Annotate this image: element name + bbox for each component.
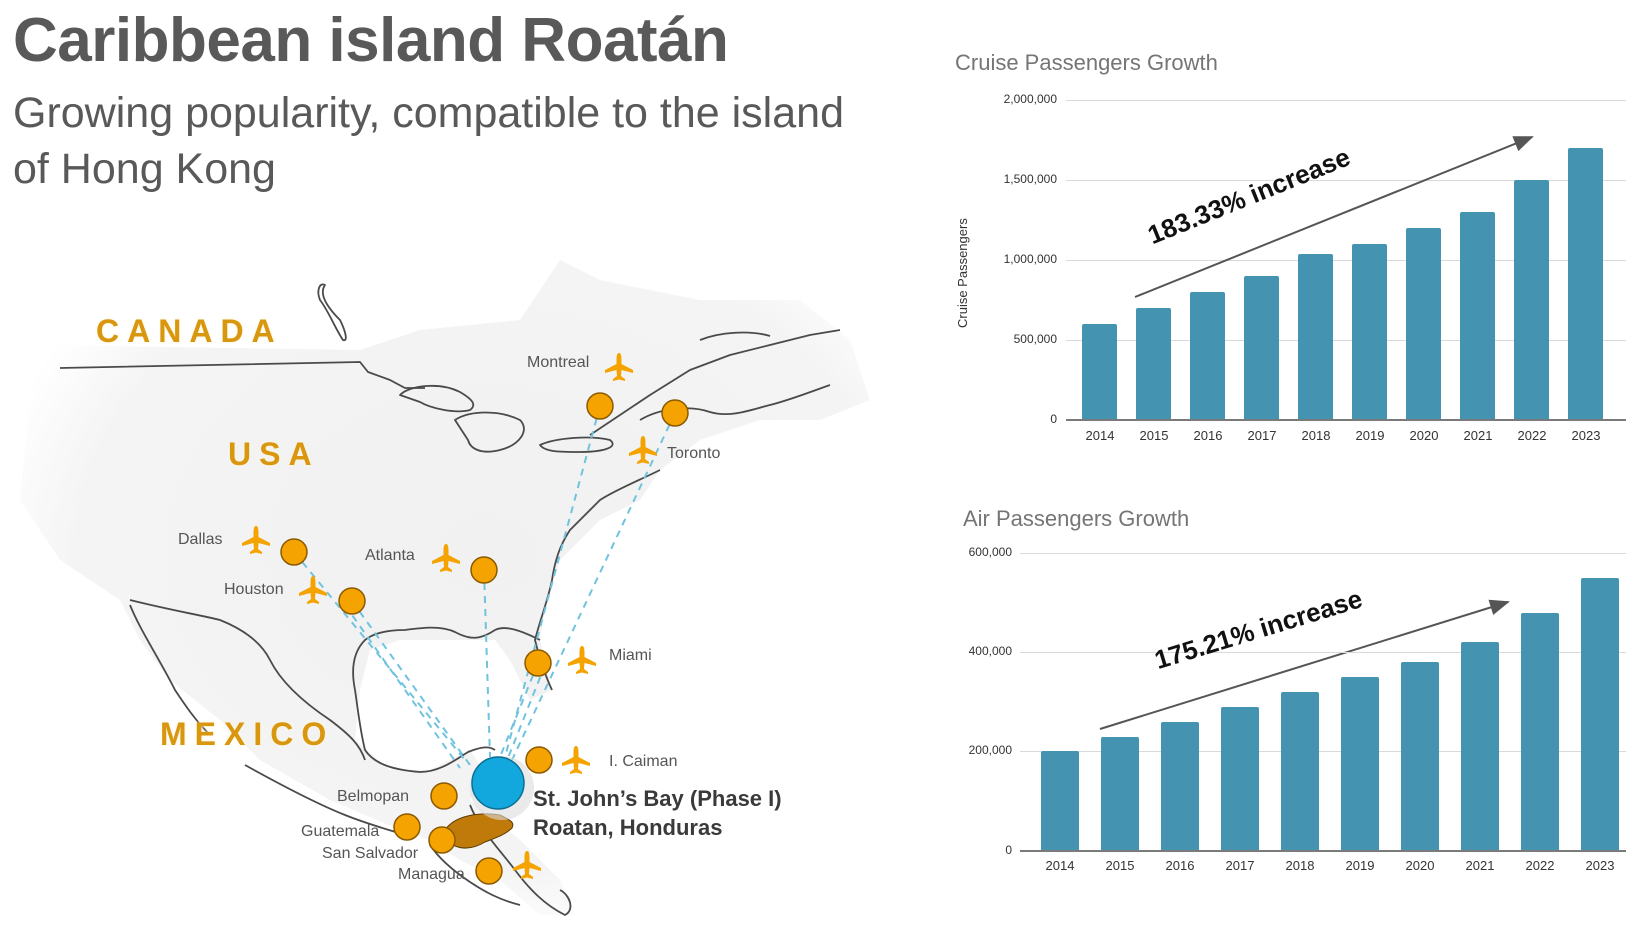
gridline xyxy=(1066,100,1626,101)
marker-toronto xyxy=(661,399,689,427)
bar-2016 xyxy=(1190,292,1225,420)
marker-san-salvador xyxy=(428,826,456,854)
city-label-miami: Miami xyxy=(609,647,652,664)
y-tick: 2,000,000 xyxy=(1003,92,1057,106)
bar-2014 xyxy=(1041,751,1079,851)
bar-2014 xyxy=(1082,324,1117,420)
y-tick: 1,000,000 xyxy=(1003,252,1057,266)
bar-2020 xyxy=(1401,662,1439,851)
bar-2020 xyxy=(1406,228,1441,420)
x-axis xyxy=(1066,419,1626,421)
x-tick: 2015 xyxy=(1139,428,1169,443)
y-tick: 600,000 xyxy=(968,545,1012,559)
country-label-canada: CANADA xyxy=(96,313,283,349)
city-label-houston: Houston xyxy=(224,581,284,598)
hub-label: St. John’s Bay (Phase I) Roatan, Hondura… xyxy=(533,784,782,842)
gridline xyxy=(1020,652,1626,653)
y-tick: 0 xyxy=(1005,843,1012,857)
x-tick: 2016 xyxy=(1165,858,1195,873)
x-tick: 2018 xyxy=(1301,428,1331,443)
x-tick: 2021 xyxy=(1465,858,1495,873)
x-tick: 2022 xyxy=(1517,428,1547,443)
bar-2021 xyxy=(1461,642,1499,851)
chart-title: Air Passengers Growth xyxy=(963,506,1190,531)
marker-miami xyxy=(524,649,552,677)
y-tick: 400,000 xyxy=(968,644,1012,658)
marker-belmopan xyxy=(430,782,458,810)
x-tick: 2020 xyxy=(1409,428,1439,443)
chart-title: Cruise Passengers Growth xyxy=(955,50,1218,75)
city-label-i-caiman: I. Caiman xyxy=(609,753,678,770)
x-tick: 2023 xyxy=(1585,858,1615,873)
bar-2018 xyxy=(1298,254,1333,420)
x-tick: 2022 xyxy=(1525,858,1555,873)
gridline xyxy=(1020,553,1626,554)
page-title: Caribbean island Roatán xyxy=(13,6,729,75)
x-tick: 2015 xyxy=(1105,858,1135,873)
bar-2018 xyxy=(1281,692,1319,851)
city-label-belmopan: Belmopan xyxy=(337,788,410,805)
bar-2019 xyxy=(1341,677,1379,851)
marker-guatemala xyxy=(393,813,421,841)
marker-i-caiman xyxy=(525,746,553,774)
y-tick: 200,000 xyxy=(968,743,1012,757)
x-tick: 2017 xyxy=(1247,428,1277,443)
city-label-montreal: Montreal xyxy=(527,354,590,371)
bar-2015 xyxy=(1101,737,1139,851)
x-tick: 2019 xyxy=(1345,858,1375,873)
marker-managua xyxy=(475,857,503,885)
bar-2023 xyxy=(1581,578,1619,851)
map-graphic xyxy=(20,260,870,916)
x-tick: 2019 xyxy=(1355,428,1385,443)
y-tick: 0 xyxy=(1050,412,1057,426)
bar-2022 xyxy=(1514,180,1549,420)
hub-marker xyxy=(471,756,525,810)
bar-2022 xyxy=(1521,613,1559,851)
hub-label-line1: St. John’s Bay (Phase I) xyxy=(533,786,782,811)
x-tick: 2017 xyxy=(1225,858,1255,873)
y-tick: 500,000 xyxy=(1013,332,1057,346)
x-axis xyxy=(1020,850,1626,852)
hub-label-line2: Roatan, Honduras xyxy=(533,815,723,840)
x-tick: 2020 xyxy=(1405,858,1435,873)
country-label-mexico: MEXICO xyxy=(160,716,335,752)
city-label-san-salvador: San Salvador xyxy=(322,845,419,862)
gridline xyxy=(1066,260,1626,261)
bar-2017 xyxy=(1221,707,1259,851)
marker-houston xyxy=(338,587,366,615)
x-tick: 2014 xyxy=(1085,428,1115,443)
city-label-dallas: Dallas xyxy=(178,531,223,548)
gridline xyxy=(1066,180,1626,181)
x-tick: 2021 xyxy=(1463,428,1493,443)
bar-2015 xyxy=(1136,308,1171,420)
marker-dallas xyxy=(280,538,308,566)
route-map: CANADA USA MEXICO Montreal Toronto Dalla… xyxy=(0,200,900,944)
bar-2021 xyxy=(1460,212,1495,420)
x-tick: 2016 xyxy=(1193,428,1223,443)
bar-2023 xyxy=(1568,148,1603,420)
bar-2016 xyxy=(1161,722,1199,851)
bar-2019 xyxy=(1352,244,1387,420)
x-tick: 2014 xyxy=(1045,858,1075,873)
marker-atlanta xyxy=(470,556,498,584)
city-label-managua: Managua xyxy=(398,866,465,883)
x-tick: 2023 xyxy=(1571,428,1601,443)
y-tick: 1,500,000 xyxy=(1003,172,1057,186)
city-label-atlanta: Atlanta xyxy=(365,547,415,564)
marker-montreal xyxy=(586,392,614,420)
page-subtitle: Growing popularity, compatible to the is… xyxy=(13,89,844,193)
country-label-usa: USA xyxy=(228,436,320,472)
x-tick: 2018 xyxy=(1285,858,1315,873)
bar-2017 xyxy=(1244,276,1279,420)
city-label-guatemala: Guatemala xyxy=(301,823,380,840)
gridline xyxy=(1066,340,1626,341)
gridline xyxy=(1020,751,1626,752)
city-label-toronto: Toronto xyxy=(667,445,721,462)
